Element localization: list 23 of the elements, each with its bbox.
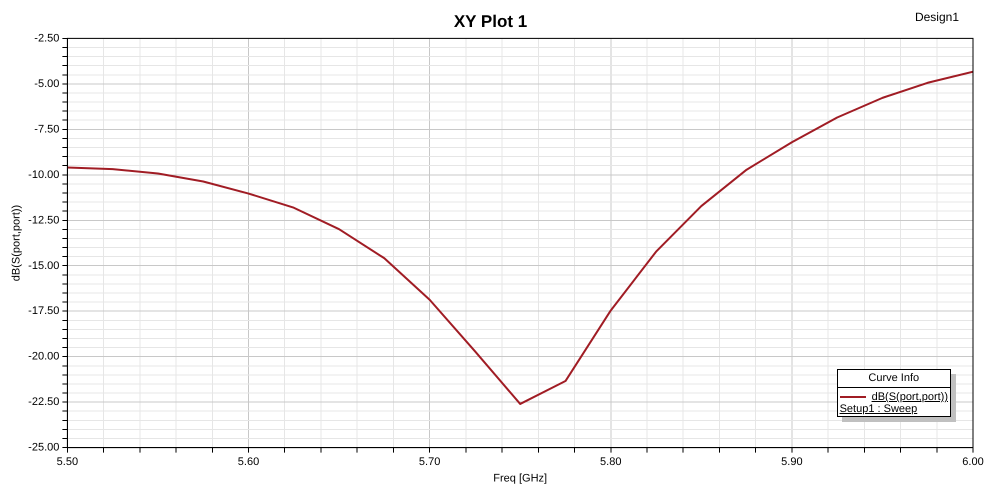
y-tick-label: -12.50 bbox=[28, 214, 60, 226]
x-tick-label: 5.90 bbox=[781, 456, 803, 468]
x-tick-label: 5.50 bbox=[56, 456, 78, 468]
y-tick-label: -7.50 bbox=[34, 123, 60, 136]
x-tick-label: 5.70 bbox=[418, 456, 440, 468]
y-axis-title: dB(S(port,port)) bbox=[10, 204, 23, 282]
x-tick-label: 5.60 bbox=[238, 456, 260, 468]
chart-title: XY Plot 1 bbox=[454, 12, 528, 31]
x-axis-title: Freq [GHz] bbox=[493, 472, 548, 484]
y-tick-label: -10.00 bbox=[28, 168, 60, 181]
y-tick-label: -20.00 bbox=[28, 350, 60, 363]
legend-label: dB(S(port,port)) bbox=[872, 391, 948, 403]
text: Design1 bbox=[914, 10, 959, 24]
y-tick-label: -5.00 bbox=[34, 78, 60, 90]
legend-title: Curve Info bbox=[838, 370, 950, 388]
x-tick-label: 6.00 bbox=[962, 456, 984, 468]
y-tick-label: -22.50 bbox=[28, 396, 60, 408]
y-tick-label: -25.00 bbox=[28, 442, 60, 454]
y-tick-label: -2.50 bbox=[34, 32, 60, 44]
y-tick-label: -15.00 bbox=[28, 260, 60, 272]
y-tick-label: -17.50 bbox=[28, 305, 60, 318]
x-tick-label: 5.80 bbox=[600, 456, 622, 468]
annotation: Setup1 : Sweep bbox=[840, 403, 918, 415]
